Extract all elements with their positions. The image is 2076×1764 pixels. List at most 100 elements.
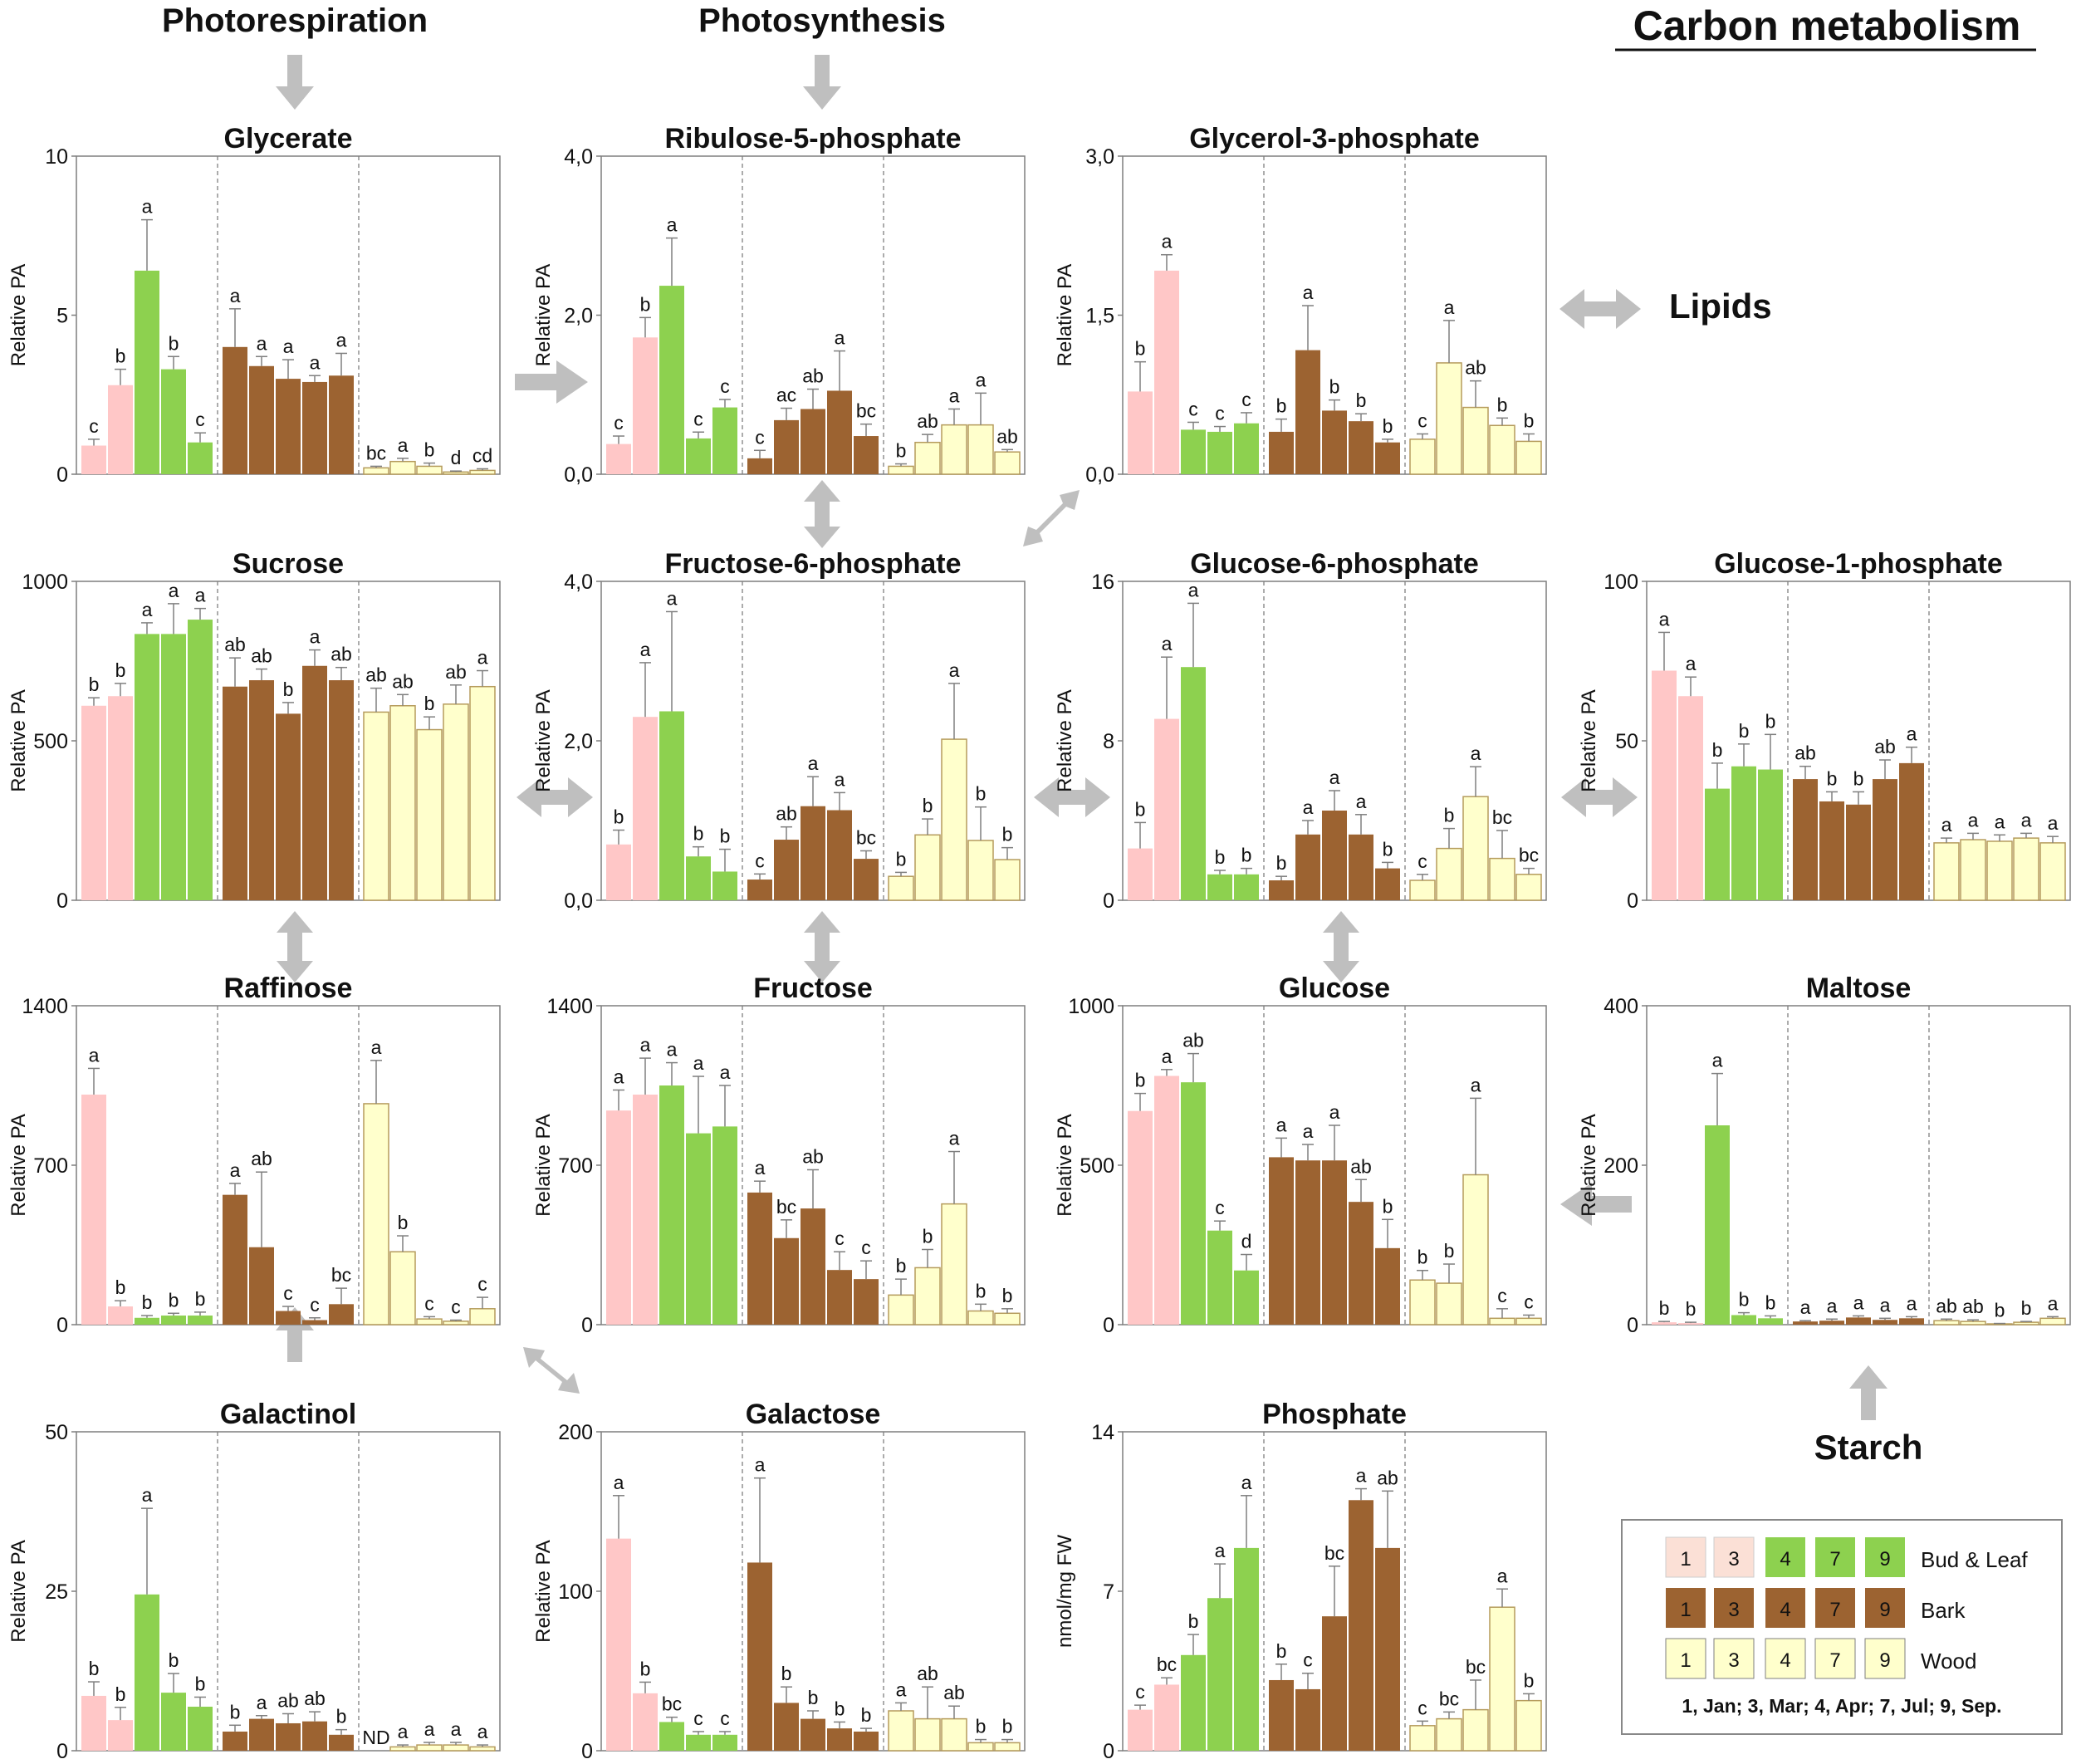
y-axis-label: Relative PA (1054, 1114, 1076, 1217)
significance-letter: ab (277, 1689, 299, 1711)
arrow-ribulose-fructose6p-double-icon (804, 480, 840, 548)
arrow-fructose6p-glucose6p-double-icon (1034, 777, 1110, 817)
significance-letter: c (310, 1294, 320, 1316)
bar (1436, 362, 1462, 475)
bar (469, 1308, 496, 1325)
chart-title: Fructose (753, 973, 873, 1004)
bar (329, 1734, 354, 1751)
y-tick-label: 2,0 (564, 730, 593, 753)
significance-letter: a (1162, 633, 1173, 654)
significance-letter: bc (662, 1693, 682, 1715)
bar (135, 270, 159, 474)
bar (389, 460, 416, 475)
significance-letter: b (424, 439, 435, 461)
significance-letter: c (1215, 403, 1225, 424)
bar (188, 1316, 213, 1325)
significance-letter: b (896, 1255, 907, 1276)
significance-letter: b (1215, 846, 1226, 868)
bar (1269, 880, 1294, 900)
legend-swatch (1666, 1588, 1706, 1628)
significance-letter: a (1995, 811, 2005, 832)
bar (1462, 1174, 1489, 1325)
significance-letter: b (1827, 767, 1838, 789)
significance-letter: c (1417, 409, 1427, 431)
legend-month: 3 (1728, 1599, 1739, 1621)
significance-letter: a (640, 1034, 651, 1056)
bar (801, 1208, 825, 1325)
y-tick-label: 0 (56, 1740, 68, 1763)
bar (712, 871, 737, 900)
bar (1322, 811, 1347, 900)
bar (827, 390, 852, 474)
significance-letter: bc (856, 400, 876, 422)
bar (135, 1317, 159, 1325)
y-tick-label: 1000 (1068, 995, 1114, 1018)
bar (469, 469, 496, 475)
y-tick-label: 0 (1103, 1740, 1114, 1763)
y-tick-label: 10 (45, 145, 68, 169)
significance-letter: ab (365, 664, 387, 686)
legend-month: 4 (1780, 1649, 1790, 1672)
significance-letter: a (1241, 1472, 1252, 1493)
arrow-fructose6p-glycerol3p-double-icon (1023, 490, 1080, 546)
bar (686, 856, 711, 900)
significance-letter: a (169, 580, 179, 601)
significance-letter: c (195, 409, 205, 430)
y-axis-label: Relative PA (1054, 689, 1076, 792)
significance-letter: a (693, 1052, 704, 1074)
significance-letter: b (1444, 1240, 1455, 1262)
significance-letter: a (1356, 791, 1367, 812)
bar (389, 705, 416, 901)
bar (249, 1718, 274, 1751)
significance-letter: a (2021, 809, 2032, 831)
bar (161, 1316, 186, 1325)
bar (774, 1237, 799, 1325)
significance-letter: a (1329, 1101, 1340, 1123)
significance-letter: b (1995, 1300, 2005, 1321)
significance-letter: a (1215, 1540, 1226, 1561)
significance-letter: b (1383, 838, 1393, 860)
photosynthesis-label: Photosynthesis (698, 2, 946, 39)
significance-letter: b (1135, 338, 1146, 360)
bar (1269, 431, 1294, 474)
legend-swatch (1815, 1588, 1855, 1628)
significance-letter: b (398, 1212, 409, 1233)
significance-letter: ab (1182, 1030, 1204, 1051)
significance-letter: ab (996, 425, 1018, 447)
arrow-lipids-double-icon (1559, 289, 1641, 329)
significance-letter: b (336, 1706, 347, 1727)
significance-letter: c (693, 1708, 703, 1729)
bar (1933, 842, 1960, 901)
significance-letter: b (115, 345, 126, 367)
significance-letter: a (808, 752, 819, 774)
bar (416, 1744, 443, 1752)
bar (1793, 779, 1818, 900)
significance-letter: ab (251, 645, 272, 667)
significance-letter: c (1497, 1285, 1507, 1306)
y-tick-label: 0 (581, 1740, 593, 1763)
bar (188, 1707, 213, 1751)
y-axis-label: Relative PA (1578, 689, 1600, 792)
significance-letter: ab (1465, 357, 1486, 379)
legend-swatch (1665, 1536, 1706, 1578)
legend: 1 3 4 7 9 Bud & Leaf 1 3 4 7 9 Bark 1 (1621, 1519, 2063, 1735)
y-tick-label: 0 (1103, 889, 1114, 913)
significance-letter: a (1329, 767, 1340, 788)
bar (329, 680, 354, 900)
significance-letter: bc (1466, 1656, 1486, 1678)
bar (747, 458, 772, 474)
significance-letter: ND (362, 1727, 389, 1748)
chart-title: Glycerol-3-phosphate (1189, 123, 1480, 154)
chart-fructose-6-phosphate: Fructose-6-phosphate 0,0 2,0 4,0 Relative PA… (532, 548, 1026, 913)
bar (747, 1192, 772, 1325)
y-tick-label: 100 (558, 1580, 593, 1604)
significance-letter: b (976, 1280, 987, 1301)
main-title: Carbon metabolism (1633, 2, 2021, 49)
bar (1295, 1160, 1320, 1325)
bar (801, 806, 825, 900)
